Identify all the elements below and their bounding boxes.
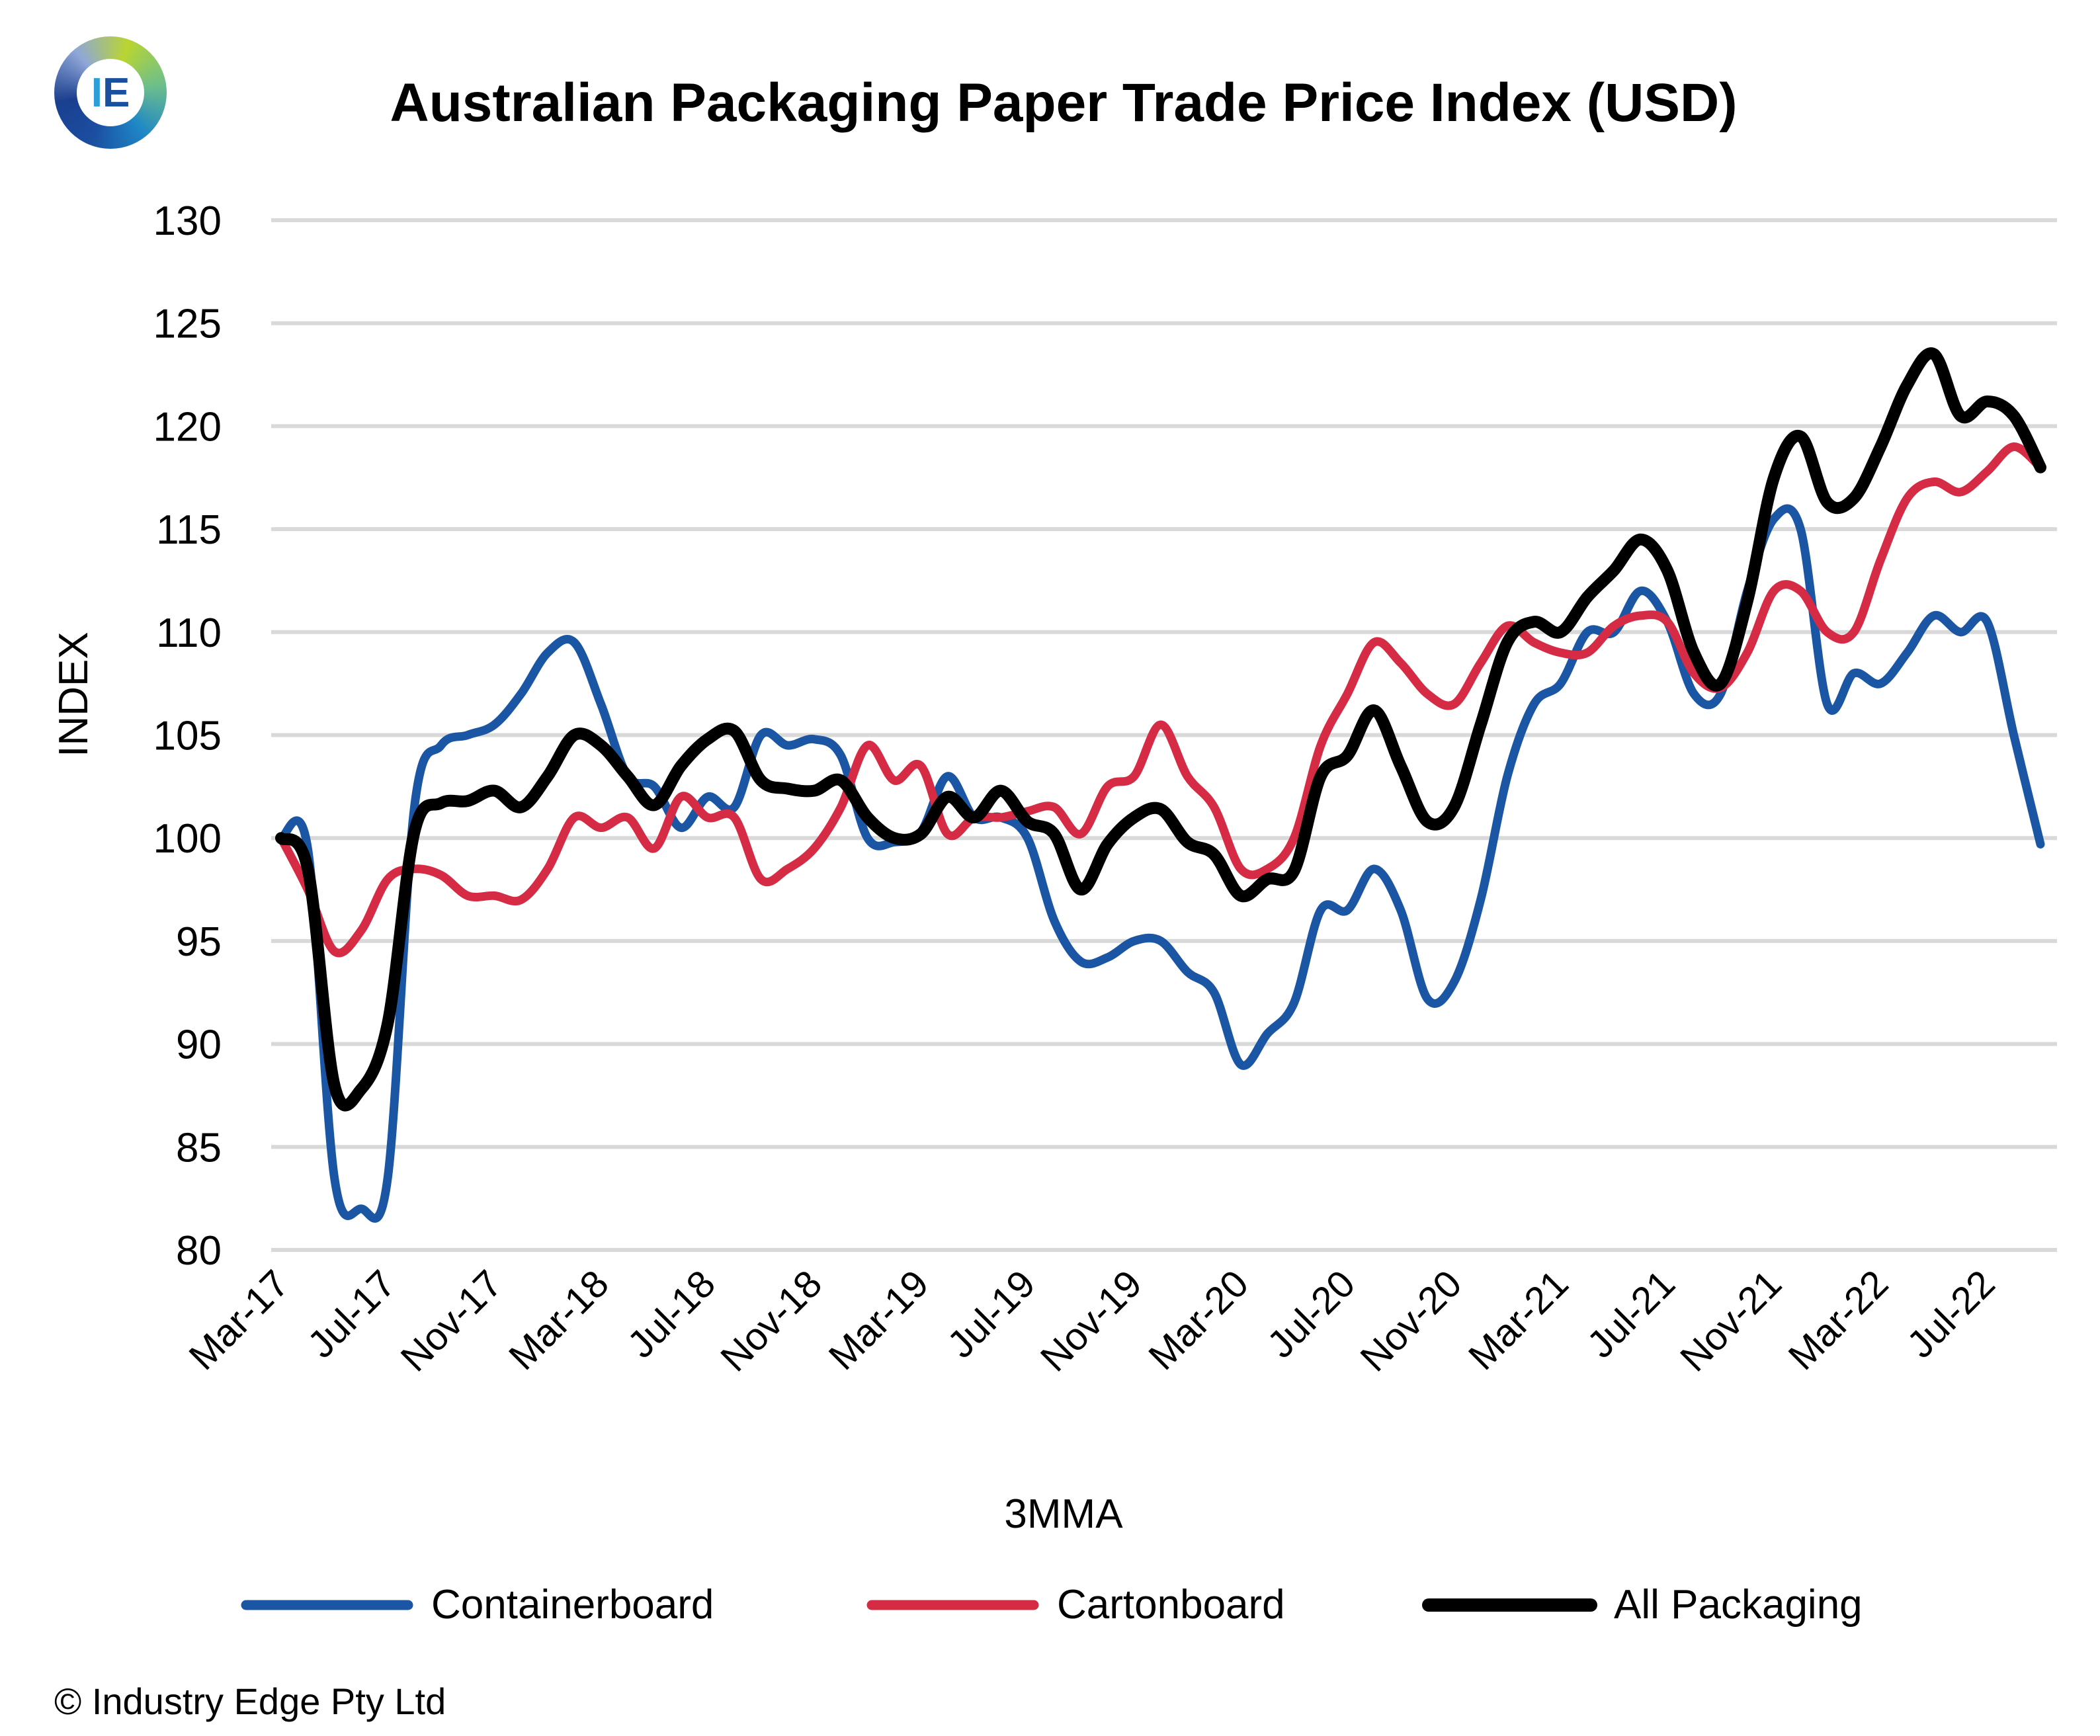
x-tick-label: Nov-21	[1672, 1262, 1790, 1380]
x-tick-label: Mar-21	[1460, 1262, 1577, 1378]
y-tick-label: 95	[176, 919, 222, 965]
chart-title: Australian Packaging Paper Trade Price I…	[390, 73, 1737, 133]
y-tick-label: 120	[153, 404, 222, 450]
y-tick-label: 80	[176, 1228, 222, 1274]
y-tick-label: 85	[176, 1125, 222, 1171]
x-tick-label: Mar-17	[181, 1262, 297, 1378]
y-tick-label: 105	[153, 714, 222, 759]
legend-item-cartonboard: Cartonboard	[866, 1582, 1285, 1628]
copyright-notice: © Industry Edge Pty Ltd	[54, 1680, 446, 1722]
series-line-all-packaging	[275, 347, 2046, 1112]
series-line-cartonboard	[276, 442, 2045, 958]
x-axis-label: 3MMA	[1004, 1491, 1123, 1537]
legend-label: Cartonboard	[1057, 1582, 1285, 1628]
legend-label: Containerboard	[431, 1582, 714, 1628]
series-line-containerboard	[276, 504, 2045, 1223]
x-tick-label: Jul-20	[1259, 1262, 1364, 1366]
y-tick-label: 100	[153, 816, 222, 862]
x-tick-label: Mar-22	[1781, 1262, 1897, 1378]
x-tick-label: Mar-19	[821, 1262, 937, 1378]
x-tick-label: Nov-20	[1352, 1262, 1470, 1380]
x-tick-label: Jul-17	[300, 1262, 404, 1366]
y-tick-label: 125	[153, 302, 222, 347]
series-lines	[275, 347, 2046, 1223]
y-tick-label: 110	[156, 610, 222, 656]
x-tick-label: Jul-21	[1579, 1262, 1683, 1366]
y-tick-label: 115	[156, 507, 222, 553]
legend-label: All Packaging	[1614, 1582, 1863, 1628]
x-tick-label: Nov-17	[392, 1262, 510, 1380]
x-tick-label: Jul-22	[1899, 1262, 2003, 1366]
legend-item-containerboard: Containerboard	[241, 1582, 714, 1628]
y-axis-label: INDEX	[51, 632, 97, 757]
y-axis-ticks: 80 85 90 95 100 105 110 115 120 125 130	[153, 198, 222, 1274]
x-tick-label: Mar-20	[1140, 1262, 1257, 1378]
y-tick-label: 130	[153, 198, 222, 244]
x-tick-label: Nov-18	[712, 1262, 830, 1380]
gridlines	[271, 218, 2057, 1252]
y-tick-label: 90	[176, 1022, 222, 1068]
x-tick-label: Mar-18	[501, 1262, 617, 1378]
x-tick-label: Nov-19	[1032, 1262, 1150, 1380]
x-tick-label: Jul-19	[939, 1262, 1044, 1366]
legend: Containerboard Cartonboard All Packaging	[241, 1582, 1863, 1628]
x-tick-label: Jul-18	[619, 1262, 724, 1366]
legend-item-all-packaging: All Packaging	[1422, 1582, 1863, 1628]
